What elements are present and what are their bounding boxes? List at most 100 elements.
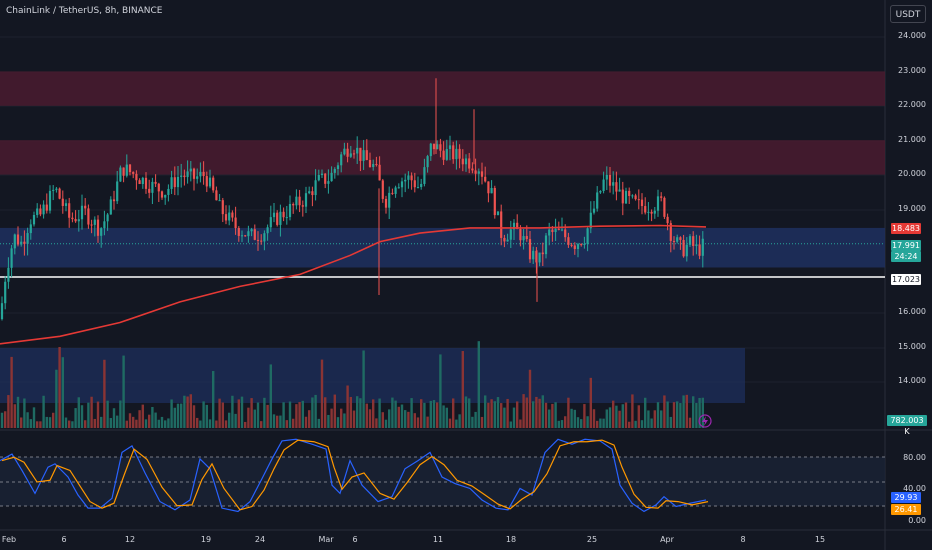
volume-bar: [10, 356, 13, 428]
volume-bar: [295, 404, 298, 428]
x-label-8: 8: [740, 535, 746, 544]
candle-body: [58, 188, 61, 199]
volume-bar: [541, 395, 544, 428]
candle-body: [410, 175, 413, 181]
volume-bar: [84, 420, 87, 428]
volume-bar: [669, 416, 672, 428]
candle-body: [493, 187, 496, 216]
candle-body: [231, 212, 234, 218]
candle-body: [436, 144, 439, 150]
volume-bar: [372, 399, 375, 428]
volume-bar: [224, 420, 228, 428]
volume-bar: [250, 398, 253, 428]
lightning-icon: [698, 414, 712, 428]
volume-bar: [237, 399, 240, 428]
volume-bar: [461, 351, 464, 428]
volume-bar: [490, 399, 493, 428]
volume-bar: [144, 419, 148, 428]
volume-bar: [304, 416, 308, 428]
volume-bar: [695, 402, 698, 428]
candle-body: [637, 199, 640, 201]
candle-body: [250, 229, 253, 232]
candle-body: [359, 147, 362, 161]
volume-bar: [416, 417, 420, 428]
volume-bar: [477, 341, 480, 428]
candle-body: [439, 144, 442, 151]
candle-body: [698, 244, 701, 256]
candle-body: [93, 219, 96, 225]
volume-bar: [557, 420, 560, 428]
volume-bar: [660, 410, 663, 428]
volume-bar: [132, 416, 135, 428]
candle-body: [500, 211, 503, 238]
volume-bar: [320, 359, 324, 428]
volume-bar: [48, 417, 52, 428]
volume-bar: [314, 394, 317, 428]
volume-bar: [426, 416, 429, 428]
candle-body: [244, 235, 247, 237]
moving-average-line: [0, 224, 707, 345]
volume-bar: [474, 411, 477, 428]
volume-bar: [301, 400, 304, 428]
volume-bar: [519, 419, 522, 428]
volume-bar: [20, 417, 23, 428]
candle-body: [52, 189, 55, 191]
volume-bar: [64, 417, 68, 428]
volume-bar: [455, 419, 458, 428]
volume-bar: [506, 398, 509, 428]
volume-bar: [148, 414, 151, 428]
x-label-24: 24: [254, 535, 266, 544]
price-label-16: 16.000: [898, 307, 926, 316]
candle-body: [368, 160, 372, 168]
candle-body: [663, 197, 666, 217]
candle-body: [464, 158, 468, 165]
volume-bar: [602, 418, 605, 428]
candle-body: [650, 211, 653, 214]
volume-bar: [154, 412, 157, 428]
volume-bar: [698, 397, 701, 428]
candle-body: [397, 187, 400, 189]
volume-bar: [685, 394, 688, 428]
candle-body: [0, 303, 4, 320]
candle-body: [141, 177, 144, 185]
volume-bar: [404, 410, 407, 428]
candle-body: [13, 234, 16, 249]
candle-body: [474, 170, 477, 174]
last-price-tag: 17.991: [891, 240, 921, 251]
candle-body: [468, 158, 471, 169]
volume-bar: [234, 413, 237, 428]
volume-bar: [42, 395, 45, 428]
candle-body: [618, 189, 621, 192]
volume-bar: [202, 401, 205, 428]
volume-bar: [55, 369, 58, 428]
volume-bar: [324, 397, 327, 428]
volume-bar: [39, 421, 42, 428]
volume-bar: [356, 396, 359, 428]
candle-body: [634, 195, 637, 200]
candle-body: [42, 204, 45, 215]
currency-button[interactable]: USDT: [890, 5, 926, 23]
candle-body: [237, 228, 240, 236]
price-label-21: 21.000: [898, 135, 926, 144]
candle-body: [125, 164, 128, 176]
volume-bar: [573, 409, 576, 428]
candle-body: [116, 181, 119, 202]
volume-bar: [388, 409, 391, 428]
candle-body: [192, 168, 196, 179]
candle-body: [71, 217, 74, 220]
volume-bar: [135, 419, 138, 428]
volume-bar: [551, 403, 554, 428]
candle-body: [80, 205, 84, 220]
candle-body: [288, 204, 292, 218]
candle-body: [362, 150, 365, 161]
candle-body: [548, 229, 551, 236]
candle-body: [157, 183, 160, 192]
price-label-19: 19.000: [898, 204, 926, 213]
volume-bar: [173, 407, 176, 428]
volume-bar: [138, 410, 141, 428]
candle-body: [23, 241, 26, 244]
candle-body: [151, 181, 154, 193]
candle-body: [416, 186, 420, 188]
candle-body: [596, 192, 599, 209]
